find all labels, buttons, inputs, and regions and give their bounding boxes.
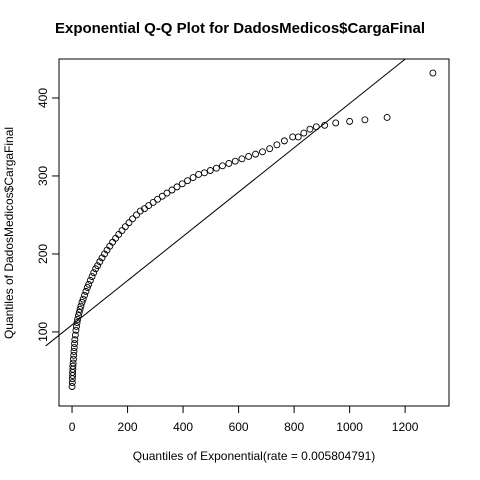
data-point: [70, 351, 78, 359]
data-point: [429, 69, 437, 77]
data-point: [173, 183, 181, 191]
data-point: [88, 273, 96, 281]
data-point: [129, 215, 137, 223]
data-point: [75, 308, 83, 316]
data-point: [163, 189, 171, 197]
x-tick-label: 800: [284, 420, 304, 434]
data-point: [300, 129, 308, 137]
data-point: [76, 305, 84, 313]
data-point: [321, 121, 329, 129]
data-point: [74, 312, 82, 319]
data-point: [219, 162, 226, 170]
data-point: [86, 277, 94, 284]
data-point: [69, 359, 77, 367]
x-tick-label: 600: [229, 420, 249, 434]
data-point: [72, 326, 80, 334]
data-point: [238, 155, 246, 163]
data-point: [96, 258, 104, 266]
data-point: [68, 383, 76, 390]
data-point: [306, 125, 314, 133]
data-point: [83, 284, 91, 291]
data-point: [79, 295, 87, 303]
x-tick-label: 0: [69, 420, 76, 434]
y-tick-label: 400: [36, 88, 50, 108]
data-point: [158, 192, 166, 200]
data-point: [245, 153, 253, 160]
data-point: [94, 262, 102, 270]
data-point: [154, 195, 161, 203]
data-point: [115, 230, 123, 238]
data-point: [82, 287, 90, 295]
y-tick-label: 200: [36, 244, 50, 264]
x-axis-label: Quantiles of Exponential(rate = 0.005804…: [132, 449, 376, 463]
data-point: [252, 150, 259, 158]
data-point: [225, 160, 233, 167]
data-point: [81, 291, 88, 299]
data-point: [136, 207, 144, 215]
data-point: [178, 180, 186, 188]
data-point: [206, 167, 214, 174]
x-tick-label: 1000: [336, 420, 363, 434]
x-tick-label: 200: [118, 420, 138, 434]
data-point: [125, 219, 133, 227]
data-point: [273, 141, 281, 149]
y-tick-label: 300: [36, 166, 50, 186]
data-point: [259, 148, 266, 156]
data-point: [71, 340, 78, 348]
data-point: [189, 174, 197, 181]
data-point: [73, 323, 80, 330]
data-point: [68, 379, 76, 387]
data-point: [294, 133, 302, 141]
data-point: [118, 227, 126, 235]
data-point: [231, 157, 239, 165]
data-point: [132, 211, 140, 219]
plot-frame: [58, 58, 450, 407]
data-point: [73, 319, 81, 327]
data-point: [121, 223, 129, 231]
data-point: [90, 269, 98, 277]
data-point: [289, 133, 297, 141]
data-point: [74, 315, 82, 323]
data-point: [195, 170, 203, 178]
data-point: [361, 116, 369, 124]
data-point: [184, 177, 191, 185]
data-point: [71, 331, 79, 339]
chart-title: Exponential Q-Q Plot for DadosMedicos$Ca…: [54, 20, 426, 37]
data-point: [85, 280, 93, 288]
x-tick-label: 1200: [392, 420, 419, 434]
data-point: [346, 117, 354, 125]
data-point: [201, 169, 208, 177]
y-tick-label: 100: [36, 322, 50, 342]
data-point: [69, 362, 77, 370]
x-tick-label: 400: [173, 420, 193, 434]
data-point: [70, 347, 78, 355]
data-point: [70, 344, 78, 351]
reference-line: [45, 59, 407, 347]
data-point: [69, 355, 77, 363]
data-point: [112, 234, 120, 242]
data-point: [280, 137, 288, 145]
y-axis-label: Quantiles of DadosMedicos$CargaFinal: [2, 126, 16, 340]
data-point: [383, 114, 391, 121]
data-point: [266, 145, 274, 153]
data-point: [77, 302, 85, 310]
data-point: [78, 298, 86, 306]
data-point: [212, 164, 220, 172]
data-point: [71, 336, 79, 344]
data-point: [312, 123, 320, 131]
data-point: [168, 186, 176, 194]
data-point: [332, 119, 340, 127]
